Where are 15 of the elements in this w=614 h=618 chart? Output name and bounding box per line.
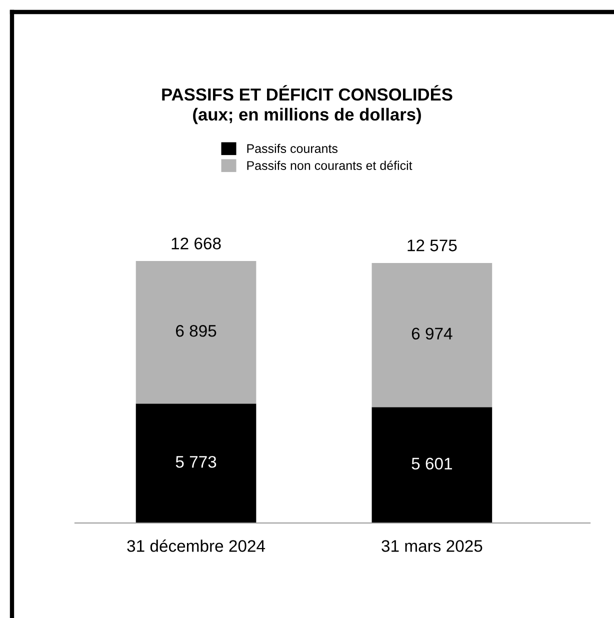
- bar: [136, 261, 256, 404]
- x-tick-label: 31 mars 2025: [382, 540, 482, 552]
- x-tick-label: 31 décembre 2024: [127, 539, 266, 552]
- data-label: 6 974: [412, 328, 452, 340]
- total-label: 12 668: [172, 238, 221, 250]
- legend-label: Passifs non courants et déficit: [247, 160, 412, 170]
- data-label: 5 773: [176, 456, 216, 468]
- total-label: 12 575: [408, 240, 457, 252]
- legend-label: Passifs courants: [247, 144, 338, 153]
- bar: [372, 407, 492, 523]
- bar: [136, 404, 256, 523]
- bar: [372, 262, 492, 408]
- chart-title: PASSIFS ET DÉFICIT CONSOLIDÉS (aux; en millions de dollars): [162, 85, 452, 124]
- data-label: 6 895: [176, 325, 216, 337]
- data-label: 5 601: [412, 458, 452, 470]
